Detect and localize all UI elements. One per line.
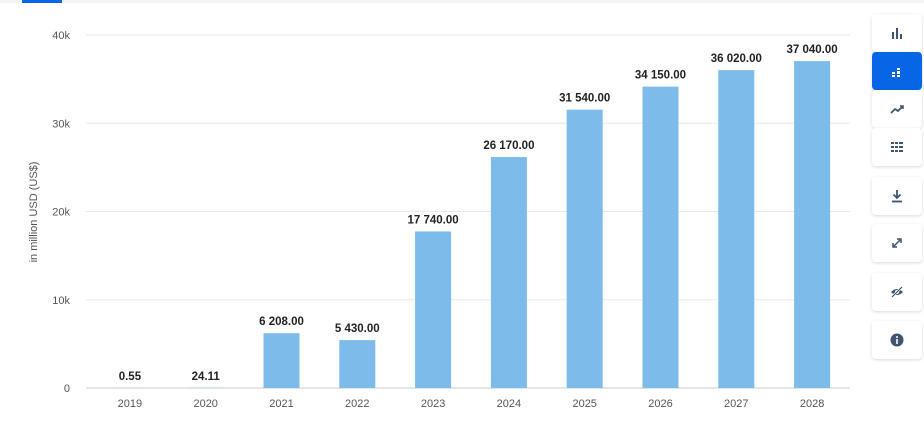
- table-icon: [891, 142, 903, 152]
- info-button[interactable]: [872, 321, 922, 359]
- data-labels: 0.55 24.11 6 208.00 5 430.00 17 740.00 26 170…: [119, 44, 838, 383]
- hide-button[interactable]: [872, 273, 922, 311]
- bar-2028[interactable]: [794, 61, 831, 388]
- y-tick-label: 0: [64, 383, 70, 395]
- bar-2027[interactable]: [718, 70, 755, 388]
- stacked-bar-icon: [892, 68, 900, 77]
- bar-2025[interactable]: [566, 109, 603, 389]
- download-icon: [892, 190, 902, 203]
- info-icon: [890, 333, 904, 347]
- active-tab-indicator: [22, 0, 62, 3]
- y-tick-label: 10k: [52, 295, 70, 307]
- bar-value-label: 36 020.00: [711, 53, 762, 65]
- hide-icon: [891, 286, 903, 298]
- x-axis: 2019 2020 2021 2022 2023 2024 2025 2026 2027 2028: [118, 398, 825, 410]
- bar-chart: 0.55 24.11 6 208.00 5 430.00 17 740.00 26 170…: [28, 30, 850, 410]
- stacked-bar-button[interactable]: [872, 52, 922, 90]
- top-border: [0, 0, 924, 3]
- bar-value-label: 31 540.00: [559, 93, 610, 105]
- y-tick-label: 20k: [52, 207, 70, 219]
- line-chart-icon: [890, 105, 904, 114]
- bar-chart-icon: [892, 28, 902, 39]
- x-tick-label: 2020: [193, 398, 217, 410]
- bar-value-label: 24.11: [192, 371, 221, 383]
- bar-value-label: 5 430.00: [335, 323, 380, 335]
- bar-value-label: 34 150.00: [635, 70, 686, 82]
- y-axis: 0 10k 20k 30k 40k: [52, 30, 70, 395]
- bar-value-label: 6 208.00: [259, 316, 304, 328]
- bar-2024[interactable]: [490, 157, 527, 388]
- x-tick-label: 2026: [648, 398, 672, 410]
- bar-value-label: 17 740.00: [408, 214, 459, 226]
- y-tick-label: 30k: [52, 118, 70, 130]
- x-tick-label: 2024: [497, 398, 521, 410]
- bar-value-label: 37 040.00: [787, 44, 838, 56]
- x-tick-label: 2021: [269, 398, 293, 410]
- bar-value-label: 0.55: [119, 371, 142, 383]
- fullscreen-icon: [892, 238, 902, 248]
- bar-value-label: 26 170.00: [483, 140, 534, 152]
- x-tick-label: 2025: [572, 398, 596, 410]
- bars: [111, 61, 831, 389]
- bar-2023[interactable]: [415, 231, 452, 388]
- download-button[interactable]: [872, 177, 922, 215]
- line-chart-button[interactable]: [872, 90, 922, 128]
- table-button[interactable]: [872, 128, 922, 166]
- bar-2022[interactable]: [339, 340, 376, 388]
- x-tick-label: 2027: [724, 398, 748, 410]
- x-tick-label: 2028: [800, 398, 824, 410]
- x-tick-label: 2023: [421, 398, 445, 410]
- x-tick-label: 2022: [345, 398, 369, 410]
- bar-chart-button[interactable]: [872, 14, 922, 52]
- x-tick-label: 2019: [118, 398, 142, 410]
- fullscreen-button[interactable]: [872, 224, 922, 262]
- y-tick-label: 40k: [52, 30, 70, 42]
- y-axis-title: in million USD (US$): [28, 162, 40, 263]
- bar-2021[interactable]: [263, 333, 300, 388]
- bar-2026[interactable]: [642, 86, 679, 388]
